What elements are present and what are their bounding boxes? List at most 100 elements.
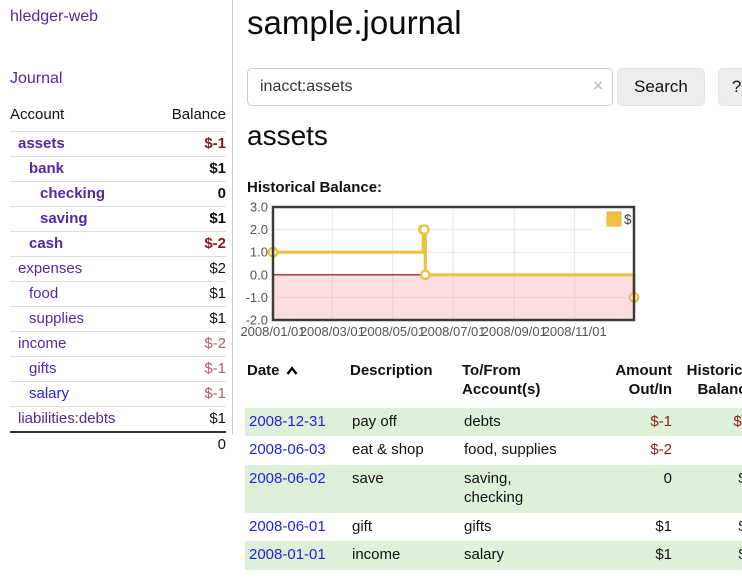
register-row: 2008-12-31 pay off debts $-1 $-1 [245, 407, 742, 437]
transaction-date-link[interactable]: 2008-12-31 [249, 412, 326, 430]
register-col-historical-balance: Historical Balance [686, 362, 742, 398]
transaction-accounts: food, supplies [464, 441, 557, 459]
register-row: 2008-01-01 income salary $1$1 [245, 541, 742, 570]
account-row: liabilities:debts $1 [10, 406, 226, 432]
transaction-amount: $1 [655, 546, 672, 564]
register-col-date[interactable]: Date [245, 358, 348, 408]
account-link[interactable]: saving [40, 210, 88, 227]
svg-text:2008/03/01: 2008/03/01 [300, 324, 365, 339]
account-link[interactable]: checking [40, 185, 106, 202]
transaction-accounts: salary [464, 546, 505, 564]
accounts-total-balance: 0 [152, 431, 226, 457]
page-title: sample.journal [247, 4, 462, 41]
nav-journal-link[interactable]: Journal [10, 70, 63, 87]
transaction-amount: $-1 [650, 412, 672, 430]
account-balance: $1 [152, 281, 226, 307]
account-row: expenses $2 [10, 256, 226, 282]
chart-label: Historical Balance: [247, 179, 383, 196]
account-balance: $-2 [152, 231, 226, 257]
transaction-description: save [352, 470, 384, 487]
account-page-title: assets [247, 120, 328, 151]
accounts-header-balance: Balance [171, 106, 226, 123]
transaction-amount: $-2 [650, 441, 672, 459]
account-row: salary $-1 [10, 381, 226, 407]
register-row: 2008-06-02 save saving, checking 0$2 [245, 465, 742, 513]
clear-search-icon[interactable]: × [593, 76, 603, 95]
transaction-description: income [352, 546, 401, 564]
register-col-amount-out-in: Amount Out/In [615, 362, 672, 398]
search-button[interactable]: Search [617, 68, 705, 106]
svg-text:2008/09/01: 2008/09/01 [482, 324, 547, 339]
accounts-total-row: 0 [10, 431, 226, 457]
svg-text:1.0: 1.0 [250, 245, 268, 260]
transaction-amount: 0 [663, 470, 672, 487]
account-balance: $1 [152, 406, 226, 432]
account-link[interactable]: gifts [29, 360, 57, 377]
transaction-date-link[interactable]: 2008-06-02 [249, 470, 326, 487]
svg-text:2008/01/01: 2008/01/01 [240, 324, 305, 339]
svg-text:3.0: 3.0 [250, 200, 268, 215]
account-link[interactable]: supplies [29, 310, 85, 327]
register-col-to-from-account-s: To/From Account(s) [462, 362, 541, 398]
account-balance: $-2 [152, 331, 226, 357]
transaction-balance: $2 [676, 513, 742, 542]
transaction-date-link[interactable]: 2008-01-01 [249, 546, 326, 564]
svg-text:-1.0: -1.0 [246, 290, 268, 305]
transaction-balance: $2 [676, 465, 742, 513]
account-row: saving $1 [10, 206, 226, 232]
account-link[interactable]: liabilities:debts [18, 410, 116, 427]
transaction-accounts: saving, checking [464, 470, 524, 506]
account-balance: $1 [152, 206, 226, 232]
account-link[interactable]: income [18, 335, 67, 352]
sidebar: hledger-web Journal Account Balance asse… [0, 0, 233, 457]
register-table: Date Description To/From Account(s) Amount … [245, 358, 742, 570]
account-row: gifts $-1 [10, 356, 226, 382]
account-balance: $-1 [152, 356, 226, 382]
svg-text:2008/05/01: 2008/05/01 [360, 324, 425, 339]
account-row: income $-2 [10, 331, 226, 357]
account-balance: $-1 [152, 381, 226, 407]
transaction-accounts: gifts [464, 517, 492, 535]
register-row: 2008-06-03 eat & shop food, supplies $-20 [245, 436, 742, 465]
historical-balance-chart: $3.0 2.0 1.0 0.0 -1.0 -2.0 2008/01/01 2008/03/0… [240, 200, 742, 345]
search-box: × [247, 68, 613, 106]
svg-text:0.0: 0.0 [250, 267, 268, 282]
transaction-accounts: debts [464, 412, 501, 430]
account-row: supplies $1 [10, 306, 226, 332]
transaction-date-link[interactable]: 2008-06-01 [249, 517, 326, 535]
transaction-description: pay off [352, 412, 397, 430]
svg-text:$: $ [624, 212, 632, 227]
account-link[interactable]: bank [29, 160, 65, 177]
register-row: 2008-06-01 gift gifts $1$2 [245, 513, 742, 542]
account-link[interactable]: assets [18, 135, 65, 152]
brand-link[interactable]: hledger-web [10, 8, 99, 25]
search-input[interactable] [247, 68, 613, 106]
transaction-balance: 0 [676, 436, 742, 465]
transaction-balance: $1 [676, 541, 742, 570]
account-row: assets $-1 [10, 131, 226, 157]
account-balance: $-1 [152, 131, 226, 157]
transaction-date-link[interactable]: 2008-06-03 [249, 441, 326, 459]
account-link[interactable]: expenses [18, 260, 83, 277]
transaction-description: eat & shop [352, 441, 424, 459]
account-balance: $1 [152, 306, 226, 332]
account-balance: $1 [152, 156, 226, 182]
sort-asc-icon [286, 366, 297, 375]
account-balance: 0 [152, 181, 226, 207]
svg-text:-2.0: -2.0 [246, 313, 268, 328]
account-link[interactable]: food [29, 285, 59, 302]
search-bar: × Search ? [247, 68, 742, 106]
transaction-description: gift [352, 517, 373, 535]
account-link[interactable]: cash [29, 235, 64, 252]
account-link[interactable]: salary [29, 385, 70, 402]
help-button[interactable]: ? [717, 68, 742, 106]
account-row: checking 0 [10, 181, 226, 207]
register-col-description: Description [350, 362, 433, 379]
account-row: food $1 [10, 281, 226, 307]
accounts-header-account: Account [10, 106, 65, 123]
svg-text:2008/07/01: 2008/07/01 [420, 324, 485, 339]
account-balance: $2 [152, 256, 226, 282]
transaction-balance: $-1 [733, 412, 742, 430]
svg-text:2.0: 2.0 [250, 222, 268, 237]
transaction-amount: $1 [655, 517, 672, 535]
